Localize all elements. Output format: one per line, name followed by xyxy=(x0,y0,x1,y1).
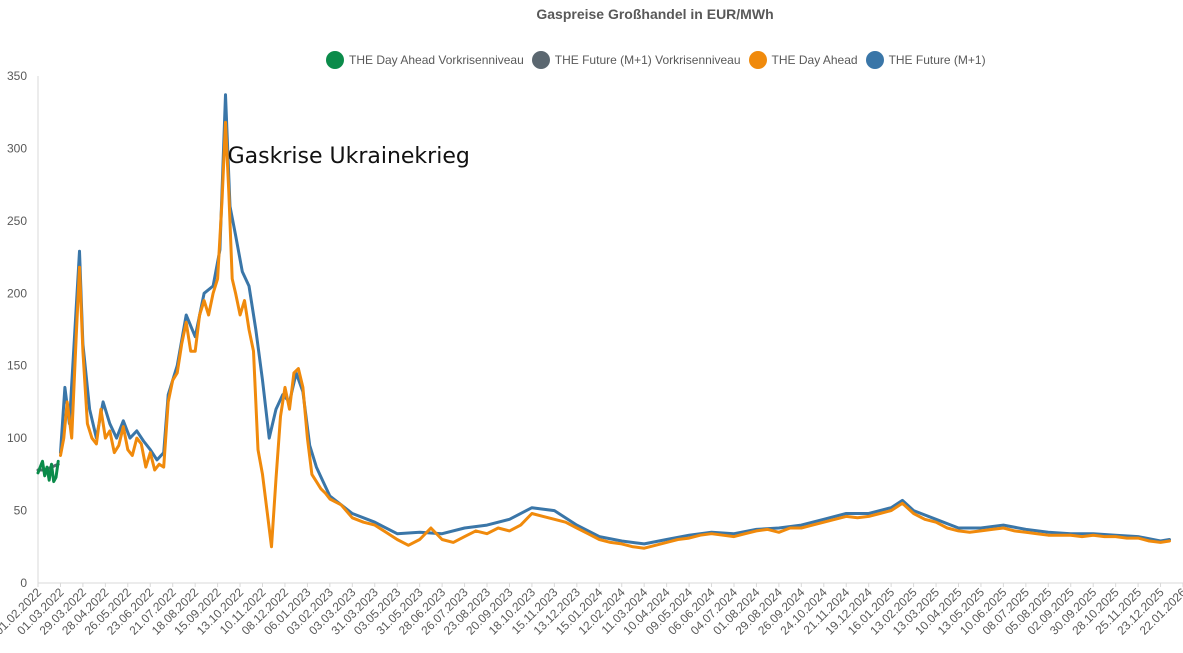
series-line-3 xyxy=(59,93,1171,546)
y-tick-label: 200 xyxy=(7,286,27,300)
legend-label-future: THE Future (M+1) xyxy=(888,53,986,67)
annotations: Gaskrise Ukrainekrieg xyxy=(228,144,470,169)
y-axis-ticks: 0 50 100 150 200 250 300 350 xyxy=(7,69,27,590)
y-tick-label: 300 xyxy=(7,141,27,155)
series-line-2 xyxy=(59,120,1171,550)
y-tick-label: 0 xyxy=(20,576,27,590)
legend-item-day-ahead-vorkrise[interactable]: THE Day Ahead Vorkrisenniveau xyxy=(326,51,524,69)
legend-marker-future xyxy=(865,51,884,69)
y-tick-label: 50 xyxy=(14,504,28,518)
y-tick-label: 150 xyxy=(7,359,27,373)
legend-item-future[interactable]: THE Future (M+1) xyxy=(865,51,986,69)
series-lines xyxy=(36,93,1171,550)
legend: THE Day Ahead Vorkrisenniveau THE Future… xyxy=(326,50,994,70)
legend-item-future-vorkrise[interactable]: THE Future (M+1) Vorkrisenniveau xyxy=(531,51,741,69)
chart-title: Gaspreise Großhandel in EUR/MWh xyxy=(536,6,774,22)
y-tick-label: 100 xyxy=(7,431,27,445)
legend-item-day-ahead[interactable]: THE Day Ahead xyxy=(748,51,858,69)
x-axis-ticks: 01.02.202201.03.202229.03.202228.04.2022… xyxy=(0,583,1183,638)
legend-marker-day-ahead xyxy=(748,51,767,69)
legend-marker-day-ahead-vorkrise xyxy=(326,51,344,69)
annotation-label: Gaskrise Ukrainekrieg xyxy=(228,144,470,169)
axes xyxy=(37,76,1183,584)
y-tick-label: 250 xyxy=(7,214,27,228)
legend-label-day-ahead: THE Day Ahead xyxy=(771,53,858,67)
series-line-0 xyxy=(36,459,60,484)
legend-marker-future-vorkrise xyxy=(531,51,550,69)
y-tick-label: 350 xyxy=(7,69,27,83)
legend-label-future-vorkrise: THE Future (M+1) Vorkrisenniveau xyxy=(554,53,741,67)
legend-label-day-ahead-vorkrise: THE Day Ahead Vorkrisenniveau xyxy=(349,53,524,67)
